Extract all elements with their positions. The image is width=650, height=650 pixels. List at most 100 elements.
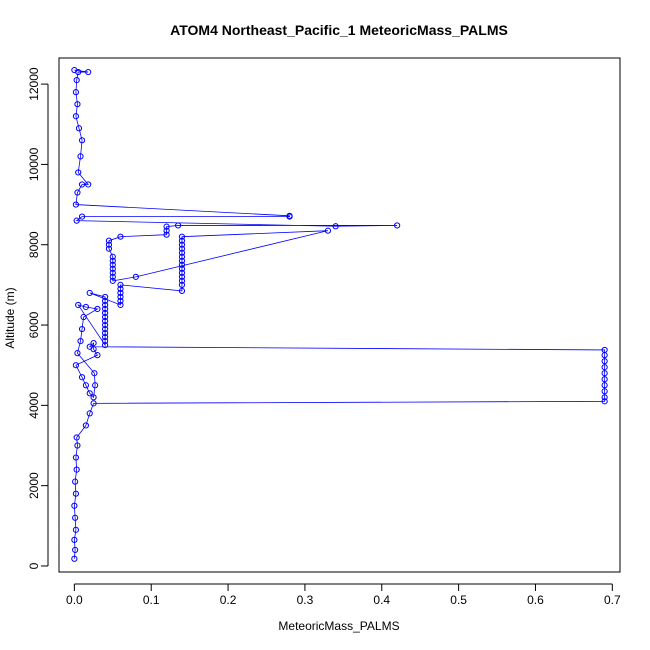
data-point — [78, 374, 86, 381]
x-tick-label: 0.3 — [297, 593, 314, 607]
data-point — [178, 261, 186, 268]
data-point — [102, 325, 109, 333]
data-point — [601, 382, 608, 389]
x-tick-label: 0.1 — [143, 593, 160, 607]
data-point — [109, 257, 116, 264]
series-path — [73, 69, 606, 559]
data-point — [102, 333, 109, 341]
data-point — [178, 273, 186, 280]
data-point — [178, 269, 186, 276]
data-point — [72, 514, 79, 521]
data-point — [86, 289, 93, 297]
data-point — [78, 213, 86, 220]
data-point — [105, 241, 113, 248]
data-point — [109, 269, 116, 276]
data-point — [109, 253, 116, 260]
data-point — [175, 222, 182, 229]
data-point — [86, 390, 93, 397]
data-point — [109, 273, 116, 280]
x-axis: 0.0 0.1 0.2 0.3 0.4 0.5 0.6 0.7 — [66, 583, 621, 607]
data-point — [71, 555, 78, 562]
data-point — [601, 376, 608, 383]
data-point — [74, 101, 81, 108]
data-point — [178, 287, 186, 295]
data-point — [117, 297, 124, 305]
data-point — [94, 305, 101, 313]
series-line — [73, 69, 606, 559]
data-point — [72, 526, 80, 533]
x-axis-label: MeteoricMass_PALMS — [278, 619, 399, 633]
data-point — [91, 370, 98, 377]
data-point — [324, 227, 332, 234]
data-point — [73, 217, 80, 224]
data-point — [75, 301, 82, 309]
data-point — [178, 249, 186, 256]
data-point — [74, 442, 81, 449]
data-point — [163, 223, 170, 230]
data-point — [178, 281, 186, 288]
data-point — [178, 257, 186, 264]
x-tick-label: 0.7 — [604, 593, 621, 607]
data-point — [78, 181, 86, 188]
data-point — [601, 358, 608, 365]
data-point — [117, 293, 124, 301]
data-point — [72, 546, 79, 554]
data-point — [117, 285, 124, 292]
data-point — [80, 313, 87, 321]
data-point — [92, 382, 99, 389]
y-tick-label: 8000 — [27, 231, 41, 258]
y-axis-label: Altitude (m) — [3, 287, 17, 348]
data-point — [73, 466, 80, 473]
chart-title: ATOM4 Northeast_Pacific_1 MeteoricMass_P… — [170, 22, 508, 38]
data-point — [601, 388, 608, 395]
data-point — [72, 478, 79, 485]
data-point — [74, 189, 81, 196]
data-point — [109, 277, 116, 284]
data-point — [102, 309, 109, 317]
data-point — [178, 265, 186, 272]
data-point — [178, 233, 186, 240]
data-point — [332, 223, 339, 230]
data-point — [75, 169, 82, 176]
data-point — [601, 346, 608, 354]
data-point — [102, 329, 109, 337]
data-point — [78, 137, 86, 144]
data-point — [102, 317, 109, 325]
data-point — [85, 68, 92, 76]
data-point — [94, 352, 101, 359]
y-tick-label: 4000 — [27, 392, 41, 419]
data-point — [117, 233, 124, 240]
data-point — [102, 305, 109, 313]
data-point — [82, 382, 89, 389]
data-point — [601, 398, 608, 405]
data-point — [601, 370, 608, 377]
data-point — [82, 422, 89, 429]
data-point — [117, 281, 124, 288]
data-point — [178, 241, 186, 248]
data-point — [72, 362, 80, 369]
y-tick-label: 2000 — [27, 472, 41, 499]
x-tick-label: 0.0 — [66, 593, 83, 607]
data-point — [74, 350, 81, 357]
data-point — [109, 261, 116, 268]
data-point — [117, 301, 124, 309]
data-point — [102, 338, 109, 345]
data-point — [102, 301, 109, 309]
data-point — [178, 253, 186, 260]
data-point — [72, 490, 80, 497]
plot-frame — [58, 57, 621, 573]
y-tick-label: 12000 — [27, 67, 41, 101]
data-point — [75, 125, 83, 132]
data-point — [102, 297, 109, 305]
data-point — [71, 502, 78, 509]
data-point — [72, 201, 80, 208]
data-point — [117, 289, 124, 297]
data-point — [178, 237, 186, 244]
data-point — [394, 222, 401, 229]
data-point — [73, 76, 80, 84]
data-point — [77, 153, 84, 160]
data-point — [102, 313, 109, 321]
x-tick-label: 0.4 — [373, 593, 390, 607]
data-point — [73, 434, 80, 441]
data-point — [109, 265, 116, 272]
